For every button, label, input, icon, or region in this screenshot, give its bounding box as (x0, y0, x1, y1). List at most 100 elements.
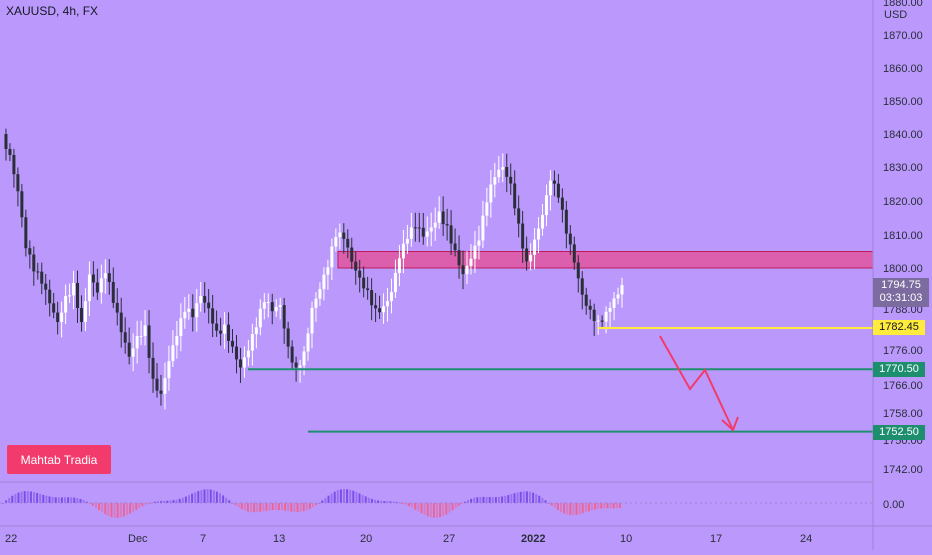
candle-body (473, 245, 477, 259)
osc-bar (491, 497, 494, 503)
candle-body (584, 294, 588, 306)
osc-bar (197, 491, 200, 503)
candle-body (40, 271, 44, 284)
osc-bar (587, 503, 590, 512)
osc-bar (132, 503, 135, 512)
osc-bar (135, 503, 138, 510)
y-tick-label: 1820.00 (883, 196, 923, 208)
osc-bar (85, 501, 88, 503)
osc-bar (321, 500, 324, 503)
candle-body (24, 217, 28, 249)
x-tick-label: 13 (273, 533, 285, 545)
osc-bar (119, 503, 122, 518)
osc-bar (597, 503, 600, 509)
candle-body (441, 211, 445, 225)
osc-bar (23, 491, 26, 503)
candle-body (529, 254, 533, 262)
candle-body (505, 167, 509, 177)
candle-body (548, 180, 552, 196)
candle-body (123, 332, 127, 343)
candle-body (159, 390, 163, 394)
candle-body (32, 254, 36, 272)
osc-bar (312, 503, 314, 508)
candle-body (509, 176, 513, 184)
y-tick-label: 1810.00 (883, 230, 923, 242)
candle-body (338, 232, 342, 238)
countdown-timer: 03:31:03 (879, 292, 923, 304)
osc-bar (240, 503, 243, 510)
osc-bar (606, 503, 609, 509)
osc-bar (324, 497, 327, 503)
osc-bar (436, 503, 438, 518)
candle-body (278, 305, 282, 307)
candle-body (286, 328, 290, 347)
candle-body (350, 247, 354, 262)
candle-body (485, 202, 489, 216)
candle-body (521, 223, 525, 249)
osc-bar (327, 495, 330, 503)
osc-bar (609, 503, 612, 509)
osc-bar (209, 489, 212, 503)
osc-bar (575, 503, 578, 515)
candle-body (318, 289, 322, 299)
arrow-head (721, 416, 739, 432)
candle-body (596, 320, 600, 322)
osc-bar (377, 500, 380, 503)
osc-bar (293, 503, 296, 512)
candle-body (306, 333, 310, 352)
candle-body (537, 228, 541, 240)
osc-bar (581, 503, 584, 514)
candle-body (437, 211, 441, 223)
candle-body (266, 302, 270, 304)
osc-bar (243, 503, 246, 511)
candle-body (12, 154, 16, 175)
oscillator-histogram (0, 489, 873, 518)
osc-bar (457, 503, 460, 506)
candle-body (604, 311, 608, 322)
candle-body (620, 285, 624, 295)
osc-bar (36, 492, 39, 503)
osc-bar (169, 500, 172, 503)
osc-bar (253, 503, 256, 513)
supply-zone (337, 251, 874, 269)
candle-body (52, 303, 56, 313)
osc-bar (513, 493, 516, 503)
candle-body (227, 324, 231, 341)
candle-body (48, 289, 52, 304)
candle-body (334, 237, 338, 247)
osc-bar (498, 496, 500, 503)
osc-bar (423, 503, 426, 516)
osc-bar (287, 503, 290, 512)
osc-bar (504, 495, 507, 503)
osc-bar (129, 503, 132, 514)
candle-body (115, 302, 119, 313)
osc-bar (122, 503, 125, 517)
candle-body (513, 183, 517, 209)
x-tick-label: 24 (800, 533, 812, 545)
candle-body (612, 298, 616, 308)
candle-body (215, 323, 219, 331)
y-tick-label: 1766.00 (883, 380, 923, 392)
candle-body (282, 305, 286, 329)
osc-bar (104, 503, 107, 515)
osc-bar (563, 503, 566, 514)
osc-bar (20, 491, 23, 503)
candle-body (552, 180, 556, 184)
osc-bar (426, 503, 429, 517)
candle-body (568, 233, 572, 245)
y-tick-label: 1870.00 (883, 30, 923, 42)
osc-bar (157, 501, 159, 503)
osc-bar (454, 503, 457, 509)
x-tick-label: Dec (128, 533, 148, 545)
symbol-title[interactable]: XAUUSD, 4h, FX (6, 4, 99, 18)
osc-bar (234, 503, 237, 506)
osc-bar (250, 503, 252, 513)
osc-bar (70, 497, 73, 503)
osc-bar (181, 497, 184, 503)
osc-bar (206, 489, 209, 503)
candle-body (211, 308, 215, 324)
osc-bar (367, 497, 370, 503)
candle-body (8, 148, 12, 155)
